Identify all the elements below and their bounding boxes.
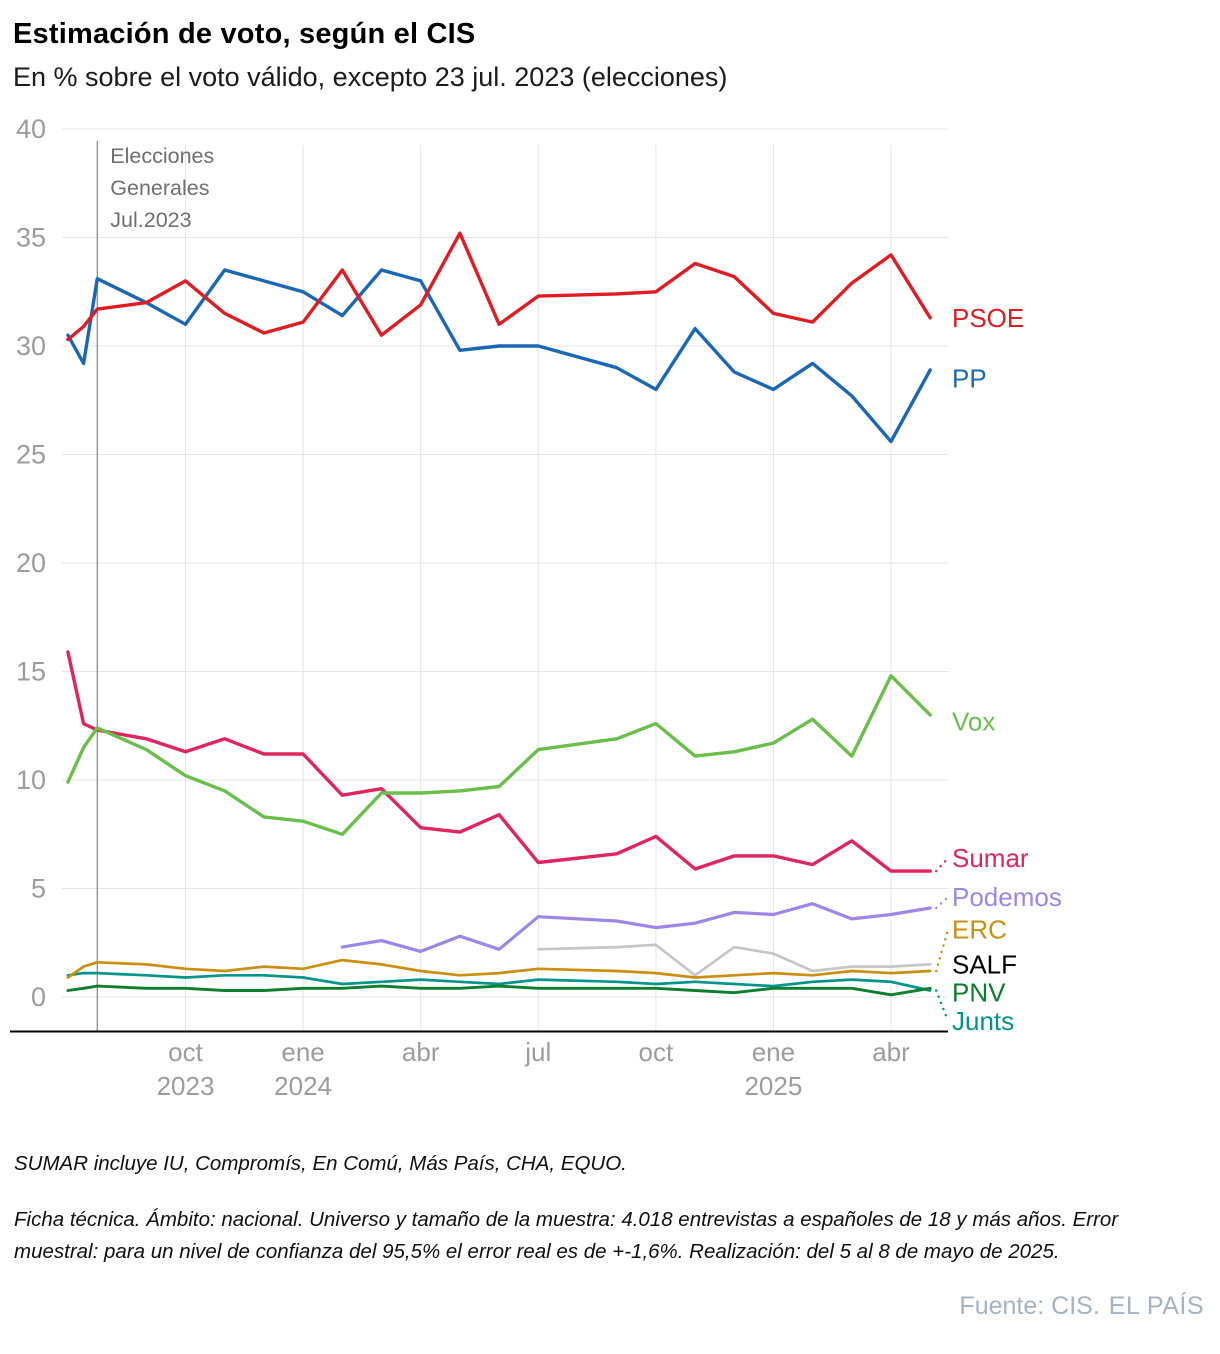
series-line-podemos — [340, 902, 932, 953]
series-label-erc: ERC — [952, 915, 1007, 945]
y-tick-label-35: 35 — [16, 223, 46, 253]
series-line-sumar — [66, 650, 932, 873]
series-line-psoe — [66, 231, 932, 342]
footnote-ficha-tecnica: Ficha técnica. Ámbito: nacional. Univers… — [14, 1207, 1119, 1263]
series-line-pnv — [66, 984, 932, 997]
y-tick-label-5: 5 — [31, 874, 46, 904]
series-label-pnv: PNV — [952, 978, 1006, 1008]
chart-page: Estimación de voto, según el CIS En % so… — [0, 0, 1220, 1321]
y-tick-label-25: 25 — [16, 440, 46, 470]
series-line-erc — [66, 958, 932, 979]
label-leader-erc — [935, 928, 950, 973]
x-tick-month-label: ene — [752, 1037, 795, 1067]
x-tick-month-label: abr — [872, 1037, 910, 1067]
series-label-salf: SALF — [952, 949, 1017, 979]
footnote-sumar: SUMAR incluye IU, Compromís, En Comú, Má… — [14, 1152, 627, 1175]
series-label-junts: Junts — [952, 1006, 1014, 1036]
x-tick-month-label: oct — [168, 1037, 203, 1067]
x-tick-year-label: 2024 — [274, 1071, 332, 1101]
source-text: Fuente: CIS. — [959, 1291, 1100, 1320]
source-brand: EL PAÍS — [1108, 1291, 1204, 1320]
series-line-junts — [66, 971, 932, 992]
page-subtitle: En % sobre el voto válido, excepto 23 ju… — [13, 62, 728, 92]
series-line-vox — [66, 674, 932, 836]
page-title: Estimación de voto, según el CIS — [13, 18, 476, 50]
series-label-podemos: Podemos — [952, 882, 1062, 912]
series-label-vox: Vox — [952, 706, 995, 736]
series-label-psoe: PSOE — [952, 303, 1024, 333]
election-annotation-line-2: Generales — [110, 176, 209, 200]
label-leader-podemos — [935, 896, 950, 910]
series-line-salf — [536, 943, 932, 977]
x-tick-month-label: abr — [402, 1037, 440, 1067]
footnotes: SUMAR incluye IU, Compromís, En Comú, Má… — [0, 1148, 1220, 1268]
x-tick-year-label: 2025 — [744, 1071, 802, 1101]
x-tick-month-label: jul — [524, 1037, 551, 1067]
source-line: Fuente: CIS. EL PAÍS — [0, 1292, 1220, 1321]
x-tick-month-label: oct — [639, 1037, 674, 1067]
series-line-pp — [66, 268, 932, 444]
series-label-pp: PP — [952, 364, 987, 394]
election-annotation-line-3: Jul.2023 — [110, 208, 191, 232]
y-tick-label-15: 15 — [16, 657, 46, 687]
x-tick-year-label: 2023 — [157, 1071, 215, 1101]
y-tick-label-20: 20 — [16, 548, 46, 578]
y-tick-label-0: 0 — [31, 982, 46, 1012]
y-tick-label-10: 10 — [16, 765, 46, 795]
label-leader-sumar — [935, 856, 950, 873]
label-leader-junts — [935, 989, 950, 1023]
y-tick-label-30: 30 — [16, 331, 46, 361]
header: Estimación de voto, según el CIS En % so… — [0, 0, 1220, 93]
x-tick-month-label: ene — [281, 1037, 324, 1067]
y-tick-label-40: 40 — [16, 114, 46, 144]
election-annotation-line-1: Elecciones — [110, 144, 214, 168]
series-label-sumar: Sumar — [952, 843, 1029, 873]
